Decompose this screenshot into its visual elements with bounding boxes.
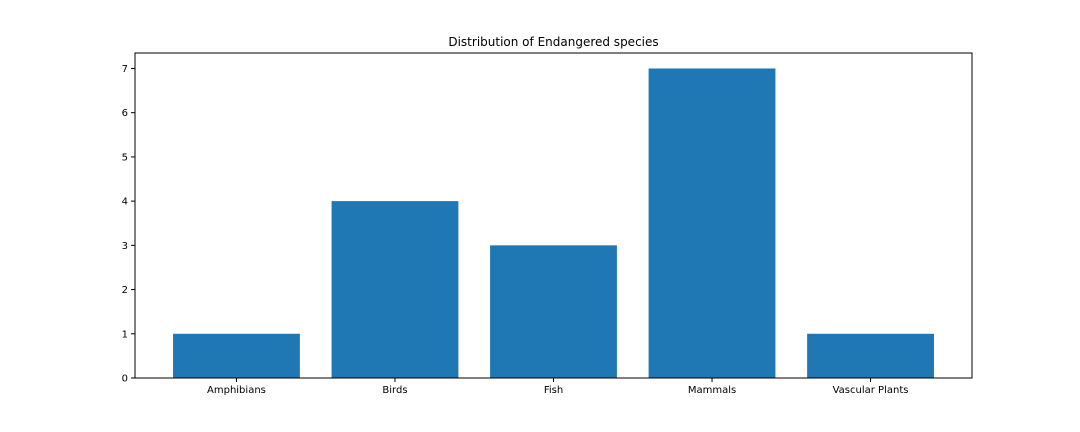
x-tick-label-mammals: Mammals	[688, 385, 736, 396]
y-tick-label-1: 1	[122, 329, 128, 340]
x-tick-label-vascular-plants: Vascular Plants	[833, 385, 909, 396]
bars-layer	[173, 68, 934, 378]
bar-birds	[331, 201, 459, 378]
x-axis: Amphibians Birds Fish Mammals Vascular Plant…	[207, 378, 908, 396]
y-tick-label-5: 5	[122, 152, 128, 163]
y-tick-label-2: 2	[122, 285, 128, 296]
bar-mammals	[648, 68, 776, 378]
x-tick-label-amphibians: Amphibians	[207, 385, 266, 396]
x-tick-label-fish: Fish	[544, 385, 563, 396]
bar-fish	[490, 245, 617, 378]
plot-frame	[134, 52, 973, 379]
x-tick-label-birds: Birds	[382, 385, 407, 396]
y-tick-label-3: 3	[122, 241, 128, 252]
y-axis: 0 1 2 3 4 5 6 7	[122, 64, 135, 385]
chart-title: Distribution of Endangered species	[448, 35, 658, 49]
bar-amphibians	[173, 333, 300, 378]
y-tick-label-6: 6	[122, 108, 128, 119]
y-tick-label-0: 0	[122, 374, 128, 385]
bar-vascular-plants	[807, 333, 934, 378]
y-tick-label-7: 7	[122, 64, 128, 75]
y-tick-label-4: 4	[122, 197, 128, 208]
